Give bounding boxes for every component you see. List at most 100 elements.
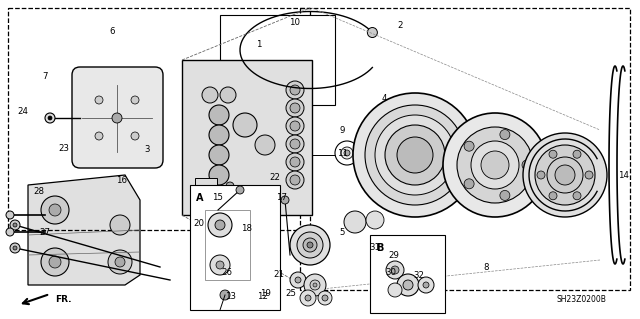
Circle shape (95, 132, 103, 140)
Text: 30: 30 (385, 268, 396, 277)
Circle shape (13, 246, 17, 250)
Circle shape (443, 113, 547, 217)
Circle shape (322, 295, 328, 301)
Text: 26: 26 (221, 268, 233, 277)
Circle shape (310, 280, 320, 290)
Circle shape (471, 141, 519, 189)
Text: 4: 4 (381, 94, 387, 103)
Circle shape (307, 242, 313, 248)
Circle shape (216, 261, 224, 269)
Circle shape (226, 182, 234, 190)
Circle shape (367, 27, 378, 38)
Circle shape (457, 127, 533, 203)
Circle shape (344, 211, 366, 233)
Text: 1: 1 (257, 40, 262, 49)
Circle shape (281, 196, 289, 204)
Circle shape (304, 274, 326, 296)
Text: 7: 7 (42, 72, 47, 81)
Circle shape (236, 186, 244, 194)
Circle shape (522, 160, 532, 170)
Circle shape (290, 121, 300, 131)
Text: 20: 20 (193, 219, 204, 228)
Circle shape (220, 87, 236, 103)
Circle shape (48, 116, 52, 120)
Circle shape (549, 150, 557, 158)
Circle shape (472, 160, 488, 176)
Circle shape (341, 147, 353, 159)
Bar (195, 178, 217, 194)
Text: 12: 12 (257, 292, 268, 301)
Circle shape (95, 96, 103, 104)
Circle shape (286, 117, 304, 135)
Circle shape (397, 274, 419, 296)
Circle shape (286, 99, 304, 117)
Circle shape (108, 250, 132, 274)
Circle shape (305, 295, 311, 301)
Circle shape (295, 277, 301, 283)
Circle shape (41, 196, 69, 224)
Circle shape (10, 243, 20, 253)
Text: 14: 14 (618, 171, 630, 180)
Text: 9: 9 (340, 126, 345, 135)
Circle shape (209, 125, 229, 145)
Circle shape (297, 232, 323, 258)
Circle shape (10, 220, 20, 230)
Circle shape (555, 165, 575, 185)
Circle shape (255, 135, 275, 155)
Text: 6: 6 (109, 27, 115, 36)
Circle shape (286, 171, 304, 189)
Circle shape (500, 190, 510, 200)
Circle shape (303, 238, 317, 252)
Text: 15: 15 (212, 193, 223, 202)
Circle shape (385, 125, 445, 185)
Circle shape (476, 164, 484, 172)
Circle shape (13, 223, 17, 227)
Text: 32: 32 (413, 271, 425, 280)
Polygon shape (28, 175, 140, 285)
Circle shape (423, 282, 429, 288)
Circle shape (585, 171, 593, 179)
Circle shape (366, 211, 384, 229)
Circle shape (537, 171, 545, 179)
Circle shape (549, 192, 557, 200)
Circle shape (403, 280, 413, 290)
Bar (8, 8, 310, 230)
Bar (182, 60, 312, 215)
Text: 16: 16 (116, 176, 127, 185)
Text: 31: 31 (369, 243, 380, 252)
Text: SH23Z0200B: SH23Z0200B (557, 295, 607, 304)
Circle shape (233, 113, 257, 137)
Text: 17: 17 (276, 193, 287, 202)
Text: 22: 22 (269, 173, 281, 182)
Circle shape (290, 103, 300, 113)
Circle shape (481, 151, 509, 179)
Text: 29: 29 (388, 251, 399, 260)
Bar (205, 210, 250, 280)
Circle shape (45, 113, 55, 123)
Circle shape (300, 290, 316, 306)
Bar (460, 150, 500, 185)
Circle shape (131, 132, 139, 140)
Bar (190, 185, 280, 310)
Circle shape (210, 255, 230, 275)
Circle shape (547, 157, 583, 193)
Circle shape (286, 135, 304, 153)
Bar (370, 235, 445, 313)
Circle shape (49, 204, 61, 216)
Circle shape (286, 81, 304, 99)
Circle shape (523, 133, 607, 217)
Text: 11: 11 (337, 149, 348, 158)
Text: 10: 10 (289, 18, 300, 27)
Text: 13: 13 (225, 292, 236, 301)
Text: 28: 28 (33, 187, 44, 196)
Text: B: B (376, 243, 383, 253)
Circle shape (335, 141, 359, 165)
Circle shape (286, 153, 304, 171)
Circle shape (386, 261, 404, 279)
Bar (220, 15, 335, 105)
Text: 24: 24 (17, 107, 28, 116)
Text: A: A (196, 193, 204, 203)
Circle shape (290, 85, 300, 95)
Text: 5: 5 (340, 228, 345, 237)
Circle shape (41, 248, 69, 276)
